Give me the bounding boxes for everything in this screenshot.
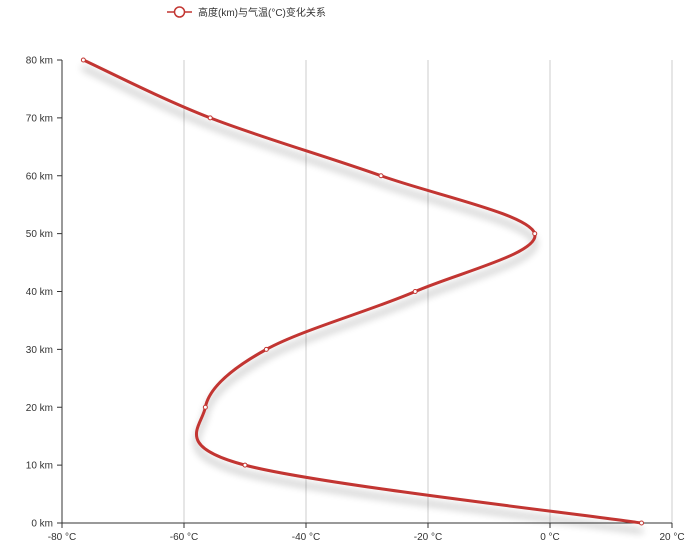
y-tick-label: 30 km [26, 345, 53, 356]
data-point[interactable] [202, 404, 208, 410]
y-tick-label: 80 km [26, 56, 53, 67]
x-axis-ticks: -80 °C -60 °C -40 °C -20 °C 0 °C 20 °C [48, 523, 685, 543]
x-tick-label: -80 °C [48, 532, 76, 543]
y-tick-label: 70 km [26, 113, 53, 124]
data-point[interactable] [639, 520, 644, 526]
series-line-group [81, 58, 643, 525]
x-tick-label: -20 °C [414, 532, 442, 543]
y-tick-label: 60 km [26, 171, 53, 182]
legend-circle-marker [173, 6, 186, 18]
series-line [81, 58, 643, 525]
x-tick-label: 20 °C [659, 532, 684, 543]
data-point[interactable] [80, 57, 86, 63]
y-axis-ticks: 0 km 10 km 20 km 30 km 40 km 50 km 60 km 70 km 8… [26, 56, 62, 530]
data-point[interactable] [378, 173, 384, 179]
data-point[interactable] [242, 462, 248, 468]
y-tick-label: 20 km [26, 403, 53, 414]
y-tick-label: 50 km [26, 229, 53, 240]
data-point[interactable] [207, 115, 213, 121]
data-point[interactable] [412, 289, 418, 294]
data-point[interactable] [532, 231, 538, 237]
legend[interactable]: 高度(km)与气温(°C)变化关系 [167, 6, 326, 19]
x-tick-label: 0 °C [540, 532, 560, 543]
axes [61, 60, 672, 524]
x-tick-label: -40 °C [292, 532, 320, 543]
series-points [80, 57, 644, 526]
y-tick-label: 40 km [26, 287, 53, 298]
y-tick-label: 0 km [31, 519, 53, 530]
legend-label: 高度(km)与气温(°C)变化关系 [198, 6, 326, 19]
y-tick-label: 10 km [26, 461, 53, 472]
x-tick-label: -60 °C [170, 532, 198, 543]
x-grid-lines [183, 60, 673, 523]
data-point[interactable] [263, 346, 269, 352]
